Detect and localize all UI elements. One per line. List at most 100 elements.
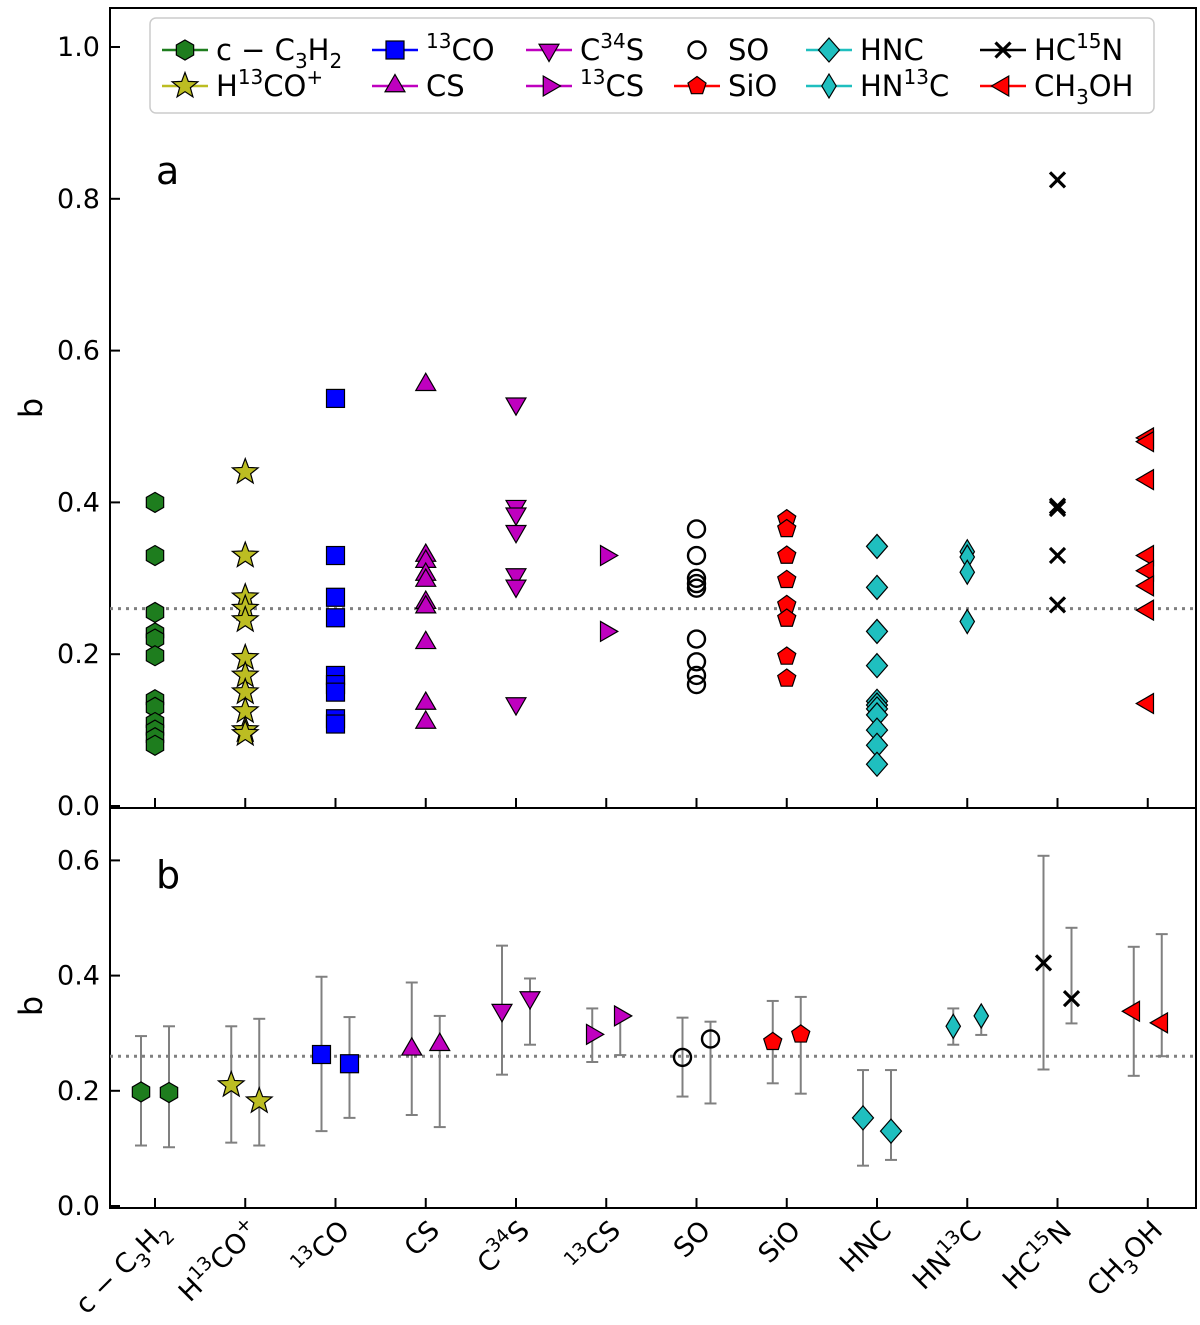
point-a-hc15n-2: [1048, 499, 1067, 518]
point-b-hc15n-1: [1062, 990, 1081, 1008]
point-a-c34s-3: [505, 524, 527, 544]
point-a-ch3oh-3: [1135, 544, 1155, 567]
point-a-hc15n-4: [1048, 596, 1067, 614]
point-a-c34s-0: [505, 397, 527, 417]
point-a-so-6: [686, 652, 707, 672]
point-a-so-7: [686, 665, 707, 686]
point-a-hc15n-1: [1048, 497, 1067, 515]
point-a-sio-5: [777, 608, 797, 627]
point-a-sio-7: [777, 668, 797, 687]
x-tick-label-hnc: HNC: [834, 1215, 898, 1279]
panel-b-points: [131, 854, 1169, 1167]
point-a-so-4: [686, 578, 707, 598]
point-a-13cs-0: [599, 544, 619, 567]
point-b-ch3oh-1: [1149, 1011, 1169, 1034]
point-a-hnc-2: [865, 618, 889, 645]
legend-label-h13co: H13CO+: [216, 65, 323, 103]
y-tick-label-b-0.4: 0.4: [57, 961, 100, 992]
point-b-cs-0: [400, 1036, 423, 1056]
point-a-hn13c-2: [959, 559, 976, 586]
point-a-hnc-3: [865, 652, 889, 679]
point-b-c-c3h2-0: [131, 1081, 151, 1103]
x-tick-label-hn13c: HN13C: [904, 1212, 988, 1296]
point-b-c34s-1: [519, 991, 541, 1011]
panel-label-b: b: [156, 853, 180, 897]
point-a-13co-6: [325, 682, 346, 702]
point-b-hn13c-1: [973, 1002, 990, 1030]
point-a-h13co-1: [230, 540, 260, 568]
legend-marker-c34s: [526, 43, 572, 63]
point-a-ch3oh-6: [1135, 599, 1155, 622]
legend-marker-h13co: [162, 70, 208, 99]
y-tick-label-a-0.0: 0.0: [57, 791, 100, 822]
y-tick-label-b-0.2: 0.2: [57, 1076, 100, 1107]
legend-marker-hnc: [806, 37, 852, 63]
legend-marker-hc15n: [980, 41, 1026, 59]
point-b-c34s-0: [491, 1003, 513, 1023]
point-a-ch3oh-5: [1135, 574, 1155, 597]
y-tick-label-a-0.8: 0.8: [57, 184, 100, 215]
panel-label-a: a: [156, 149, 179, 193]
legend-label-hnc: HNC: [860, 33, 924, 67]
point-a-so-2: [686, 568, 707, 588]
point-a-ch3oh-4: [1135, 559, 1155, 582]
point-b-so-1: [700, 1029, 721, 1049]
point-a-hc15n-3: [1048, 546, 1067, 565]
point-a-13co-3: [325, 608, 346, 628]
legend-marker-ch3oh: [980, 75, 1026, 97]
point-a-c-c3h2-1: [145, 544, 165, 567]
panel-a-frame: [109, 7, 1197, 809]
point-b-h13co-1: [244, 1085, 274, 1114]
x-tick-label-13co: 13CO: [286, 1212, 356, 1282]
y-tick-label-a-1.0: 1.0: [57, 32, 100, 63]
errorbar-h13co-1: [253, 1017, 266, 1147]
point-a-c34s-6: [505, 697, 527, 717]
point-a-c34s-4: [505, 568, 527, 588]
point-b-c-c3h2-1: [159, 1081, 179, 1104]
x-tick-label-13cs: 13CS: [560, 1212, 627, 1279]
point-a-cs-7: [414, 630, 437, 650]
point-b-ch3oh-0: [1121, 1000, 1141, 1023]
point-b-13co-1: [339, 1054, 360, 1074]
y-axis-title-a: b: [12, 398, 50, 418]
legend-marker-c-c3h2: [162, 39, 208, 61]
legend-marker-so: [687, 40, 707, 60]
point-a-cs-6: [414, 594, 437, 614]
point-a-so-1: [686, 545, 707, 566]
legend-marker-hn13c: [806, 72, 852, 100]
point-a-hc15n-0: [1048, 171, 1067, 189]
point-a-sio-6: [777, 646, 797, 665]
panel-b-frame: [109, 807, 1197, 1209]
point-b-sio-1: [791, 1024, 811, 1043]
x-tick-label-cs: CS: [399, 1215, 446, 1262]
legend-label-c34s: C34S: [580, 29, 644, 67]
point-a-c-c3h2-11: [145, 734, 165, 756]
point-b-hnc-0: [851, 1104, 875, 1131]
point-b-so-0: [672, 1047, 693, 1068]
errorbar-so-0: [676, 1016, 689, 1098]
x-tick-label-so: SO: [668, 1215, 717, 1264]
point-a-cs-9: [414, 709, 437, 729]
x-axis-labels: c − C3H2 H13CO+ 13CO CS C34S 13CS SO SiO…: [70, 1212, 1174, 1324]
point-a-c-c3h2-0: [145, 491, 165, 514]
x-tick-label-ch3oh: CH3OH: [1081, 1215, 1173, 1307]
y-axis-a: 0.0 0.2 0.4 0.6 0.8 1.0: [57, 32, 120, 822]
point-b-hc15n-0: [1034, 954, 1053, 972]
point-b-hnc-1: [879, 1118, 903, 1145]
point-a-ch3oh-2: [1135, 468, 1155, 491]
point-b-13co-0: [311, 1044, 332, 1065]
point-a-cs-4: [414, 567, 437, 587]
legend-label-so: SO: [728, 33, 769, 67]
point-a-so-0: [686, 519, 707, 539]
point-a-c-c3h2-2: [145, 601, 165, 624]
legend-label-sio: SiO: [728, 69, 777, 103]
point-a-sio-1: [777, 518, 797, 538]
point-a-hnc-10: [865, 751, 889, 778]
legend-marker-cs: [372, 73, 418, 93]
point-b-hn13c-0: [945, 1013, 962, 1040]
x-axis-ticks: [154, 798, 1149, 1208]
x-tick-label-hc15n: HC15N: [994, 1212, 1078, 1296]
errorbar-ch3oh-1: [1155, 933, 1168, 1058]
point-a-h13co-0: [230, 456, 260, 485]
